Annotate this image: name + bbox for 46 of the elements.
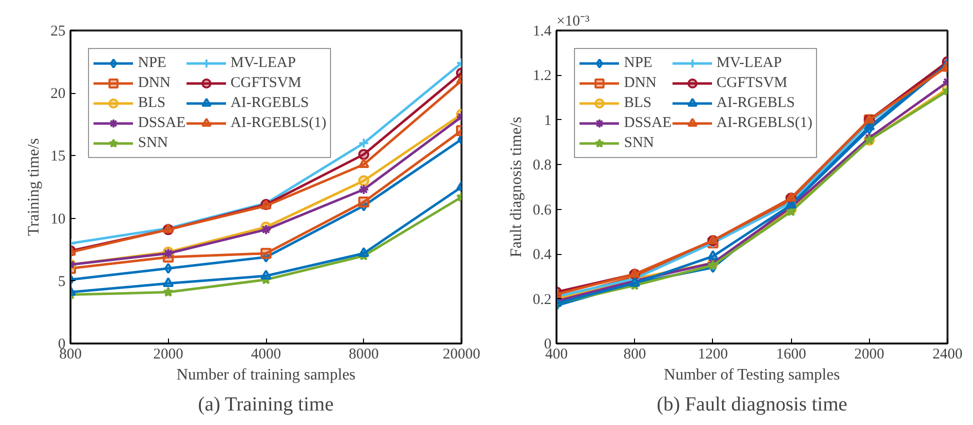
x-tick-label: 2400: [932, 346, 962, 362]
y-tick-label: 1.2: [532, 68, 552, 84]
legend-label: SNN: [624, 134, 654, 152]
x-tick-label: 2000: [854, 346, 884, 362]
x-tick-label: 1200: [698, 346, 728, 362]
legend-label: DNN: [624, 74, 656, 92]
legend-label: MV-LEAP: [716, 54, 782, 72]
y-tick-label: 0.8: [532, 158, 552, 174]
x-tick-label: 20000: [442, 346, 480, 362]
legend-label: CGFTSVM: [230, 74, 302, 92]
legend-label: AI-RGEBLS(1): [716, 114, 812, 132]
legend-label: BLS: [138, 94, 166, 112]
text: (a) Training time: [198, 394, 334, 416]
x-tick-label: 8000: [348, 346, 379, 362]
legend-label: AI-RGEBLS: [230, 94, 309, 112]
text: ×10⁻³: [556, 14, 590, 30]
legend-label: MV-LEAP: [230, 54, 296, 72]
legend-label: DSSAE: [138, 114, 186, 132]
y-tick-label: 15: [50, 148, 66, 165]
y-tick-label: 1.4: [532, 24, 552, 40]
legend-label: SNN: [138, 134, 168, 152]
legend-label: AI-RGEBLS(1): [230, 114, 326, 132]
y-tick-label: 0.4: [532, 247, 552, 264]
y-tick-label: 0.6: [532, 202, 552, 218]
y-axis-title: Training time/s: [26, 138, 42, 236]
legend-label: AI-RGEBLS: [716, 94, 795, 112]
x-axis-title: Number of training samples: [176, 366, 356, 384]
x-axis-title: Number of Testing samples: [664, 366, 840, 384]
y-tick-label: 5: [58, 274, 66, 290]
y-axis-title: Fault diagnosis time/s: [508, 116, 525, 258]
y-tick-label: 20: [50, 86, 66, 102]
y-tick-label: 10: [50, 211, 66, 228]
x-tick-label: 800: [623, 346, 646, 362]
x-tick-label: 1600: [776, 346, 806, 362]
legend-label: DNN: [138, 74, 170, 92]
legend-label: CGFTSVM: [716, 74, 788, 92]
x-tick-label: 2000: [153, 346, 184, 362]
y-tick-label: 25: [50, 24, 66, 40]
legend-label: BLS: [624, 94, 652, 112]
legend-label: NPE: [138, 54, 166, 72]
legend-label: NPE: [624, 54, 652, 72]
y-tick-label: 0.2: [532, 292, 552, 308]
text: (b) Fault diagnosis time: [656, 394, 848, 416]
legend-label: DSSAE: [624, 114, 672, 132]
x-tick-label: 4000: [251, 346, 281, 362]
y-tick-label: 1: [544, 112, 552, 129]
